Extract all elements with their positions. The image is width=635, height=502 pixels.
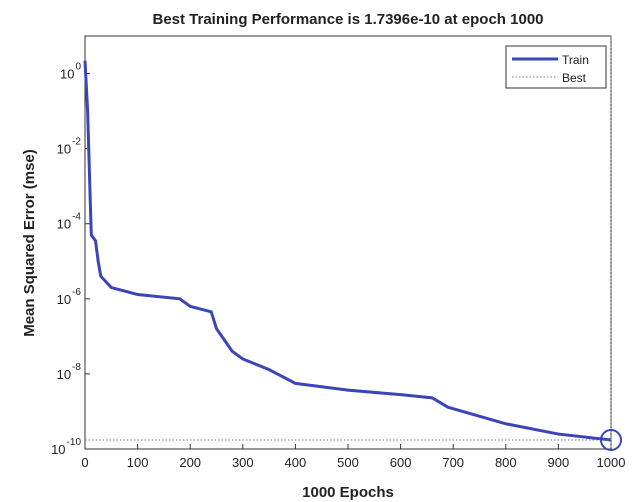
x-tick-label: 100 [127, 455, 149, 470]
y-axis-label: Mean Squared Error (mse) [21, 149, 38, 337]
plot-area [84, 35, 612, 450]
legend-label: Train [562, 53, 589, 67]
x-tick-label: 500 [337, 455, 359, 470]
x-tick-label: 700 [442, 455, 464, 470]
x-tick-label: 600 [390, 455, 412, 470]
x-tick-label: 400 [285, 455, 307, 470]
y-tick-label: 10 [57, 367, 71, 382]
x-tick-label: 300 [232, 455, 254, 470]
y-tick-label: 10 [51, 442, 65, 457]
legend-box [505, 45, 607, 89]
y-tick-exponent: 0 [75, 62, 81, 73]
y-tick-label: 10 [57, 292, 71, 307]
legend-label: Best [562, 71, 587, 85]
x-tick-label: 800 [495, 455, 517, 470]
y-tick-exponent: -2 [72, 137, 81, 148]
x-tick-label: 900 [548, 455, 570, 470]
y-tick-exponent: -6 [72, 287, 81, 298]
y-tick-exponent: -8 [72, 362, 81, 373]
y-tick-exponent: -10 [67, 437, 82, 448]
y-tick-label: 10 [57, 142, 71, 157]
y-tick-label: 10 [60, 67, 74, 82]
x-tick-label: 1000 [597, 455, 626, 470]
x-axis-label: 1000 Epochs [302, 484, 394, 501]
best-marker [600, 428, 622, 451]
chart-title: Best Training Performance is 1.7396e-10 … [152, 11, 543, 28]
y-tick-label: 10 [57, 217, 71, 232]
y-tick-exponent: -4 [72, 212, 81, 223]
train-line [83, 60, 612, 442]
x-tick-label: 0 [81, 455, 88, 470]
x-tick-label: 200 [179, 455, 201, 470]
